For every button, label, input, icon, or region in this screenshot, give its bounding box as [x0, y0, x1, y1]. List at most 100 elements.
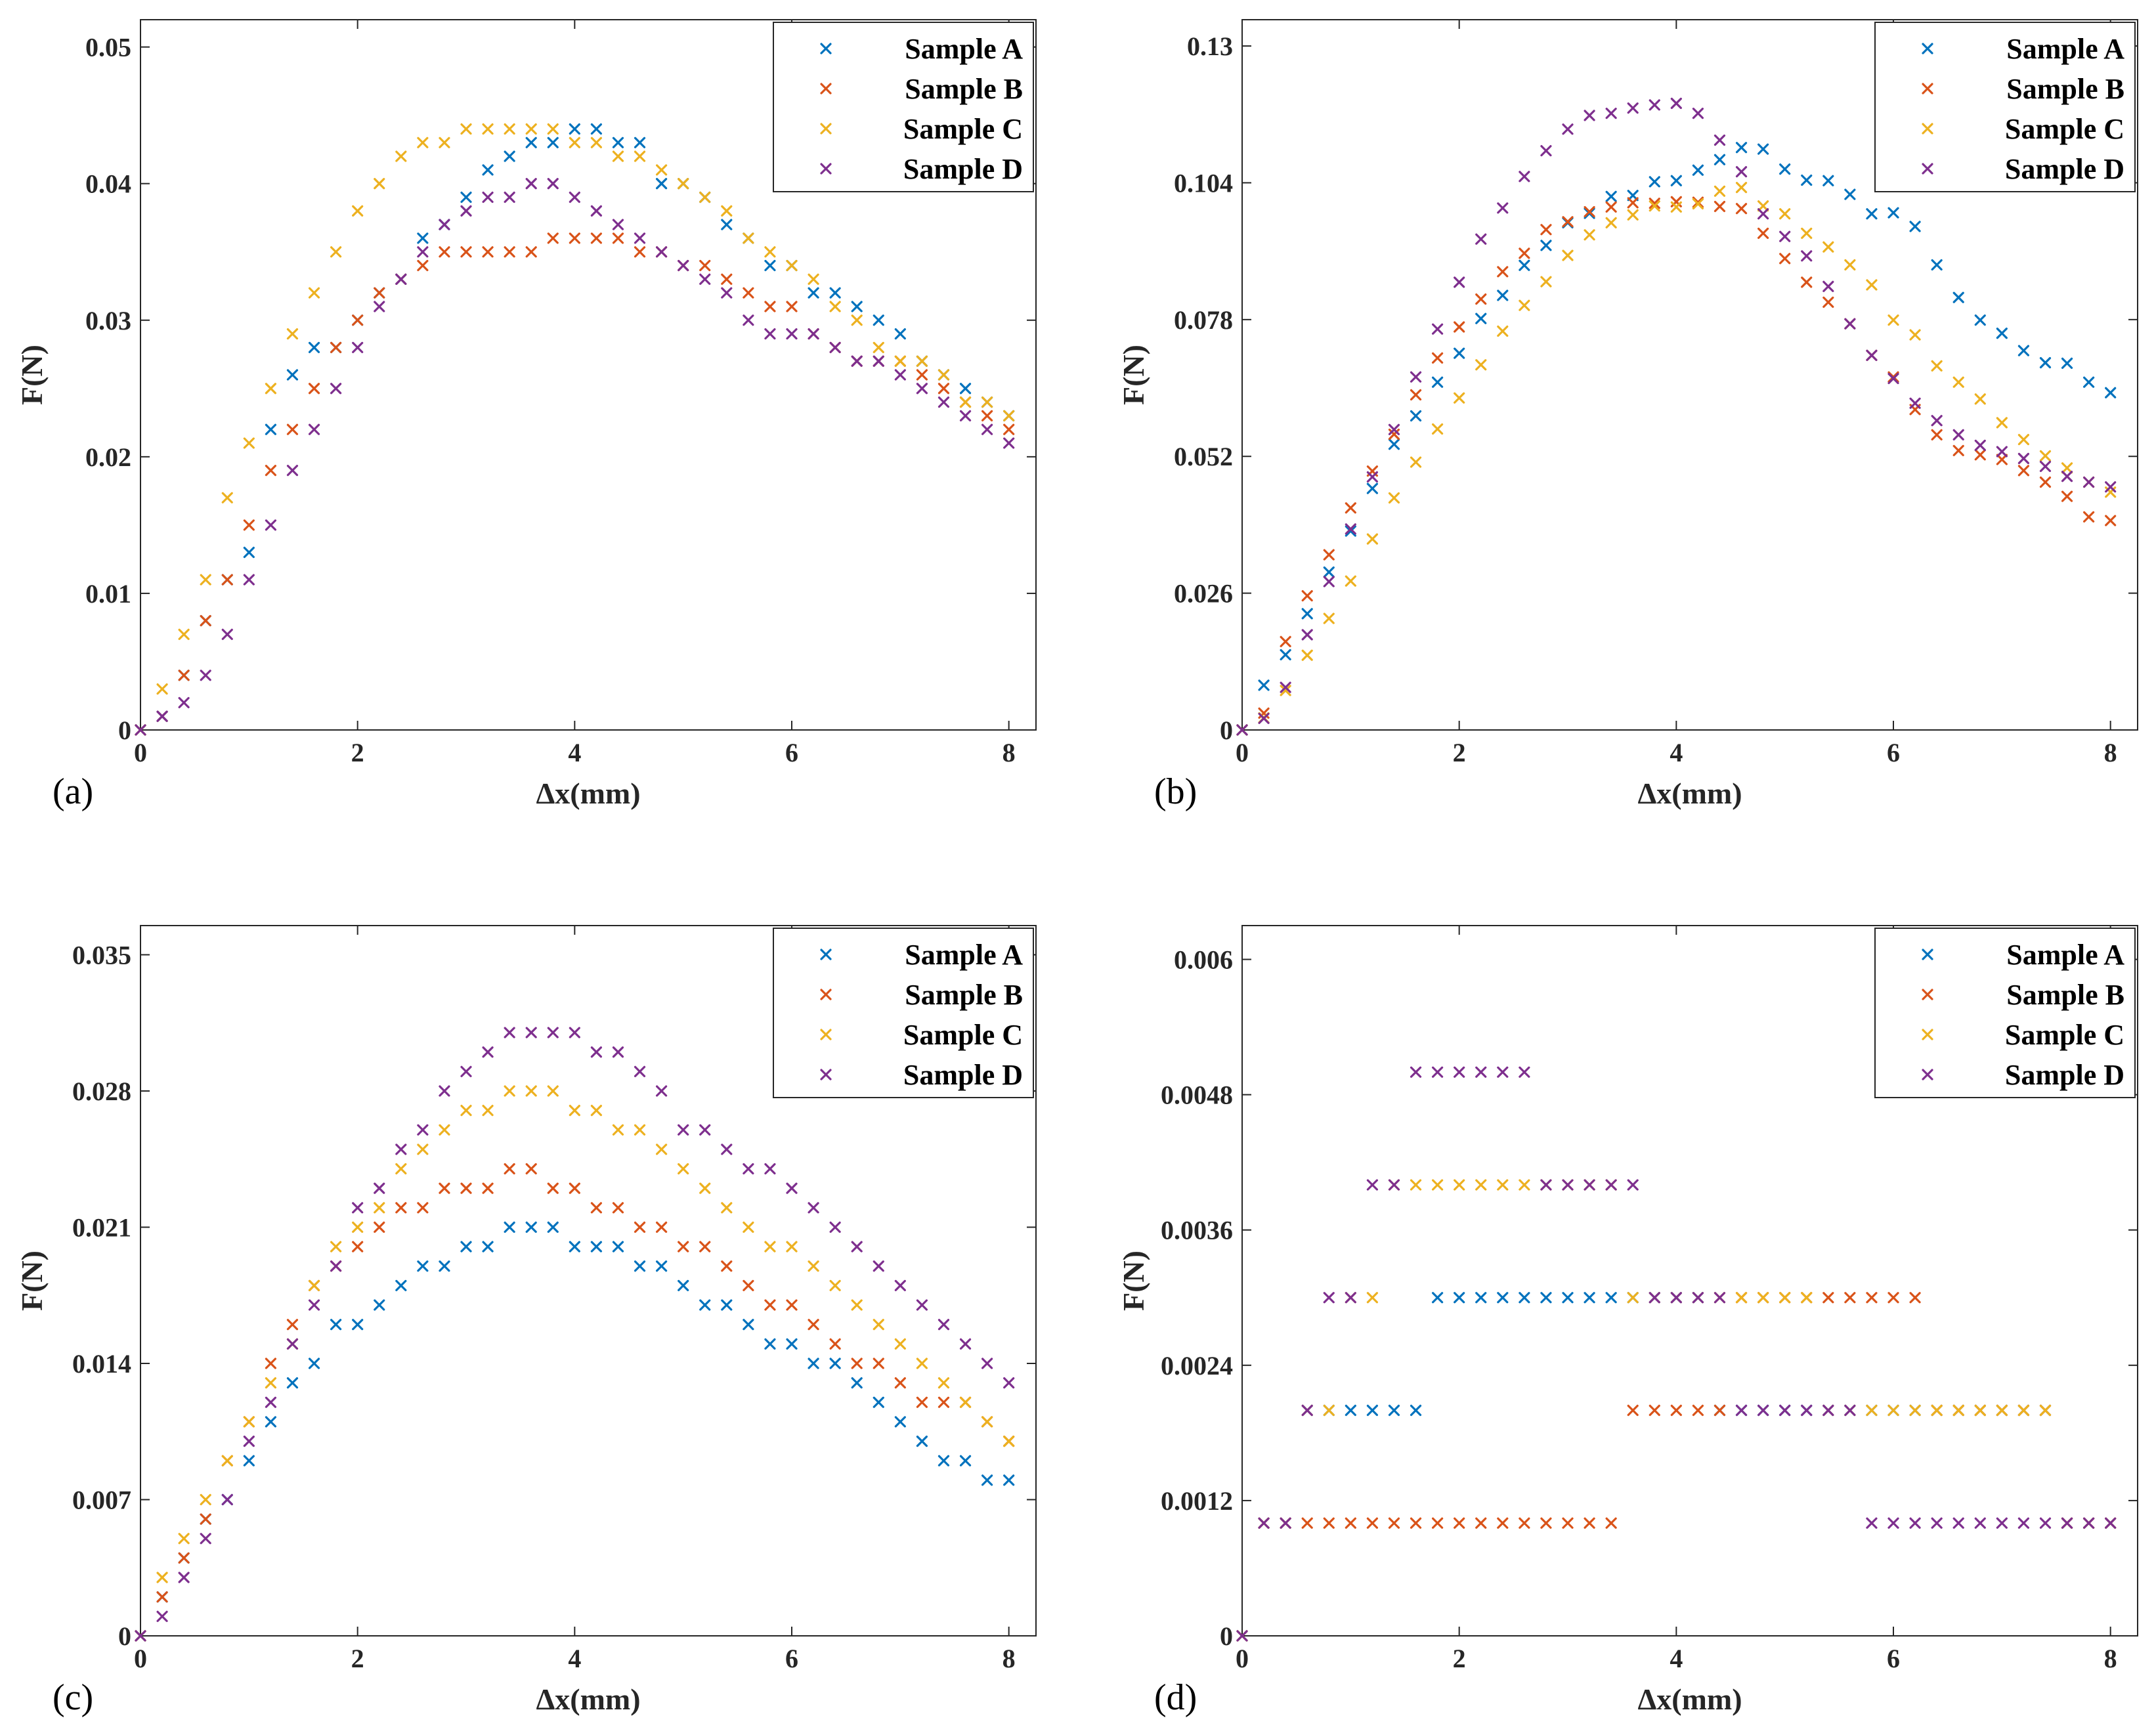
- data-point: [1345, 525, 1356, 537]
- data-point: [1714, 1404, 1726, 1417]
- data-point: [1822, 241, 1834, 253]
- data-point-stroke: [1627, 209, 1639, 221]
- data-point-stroke: [938, 1319, 950, 1331]
- data-point-stroke: [2017, 1517, 2029, 1529]
- data-point-stroke: [221, 628, 233, 640]
- data-point: [2105, 481, 2117, 493]
- data-point-stroke: [1540, 144, 1552, 157]
- x-axis-label: Δx(mm): [1637, 777, 1742, 810]
- data-point-stroke: [1779, 208, 1791, 220]
- data-point-stroke: [981, 1358, 993, 1369]
- data-point: [851, 301, 863, 312]
- data-point: [1627, 1292, 1639, 1304]
- data-point: [1584, 229, 1595, 241]
- data-point-stroke: [243, 1435, 255, 1447]
- data-point-stroke: [1454, 321, 1465, 333]
- data-point-stroke: [1410, 410, 1422, 422]
- data-point-stroke: [1670, 97, 1682, 110]
- data-point: [590, 1046, 603, 1058]
- data-point-stroke: [590, 1105, 603, 1117]
- legend-marker-stroke: [820, 949, 832, 960]
- data-point-stroke: [894, 1416, 906, 1428]
- axes-frame: [140, 19, 1037, 731]
- data-point-stroke: [352, 314, 364, 326]
- legend-marker: [1922, 123, 1933, 135]
- data-point-stroke: [1735, 203, 1748, 215]
- chart-panel-3: 0 2 4 6 8 0 0.007 0.014 0.021 0.028 0.035 Δx(mm) F(N…: [15, 925, 1037, 1718]
- data-point-stroke: [786, 328, 798, 340]
- data-point-stroke: [743, 1319, 754, 1331]
- data-point-stroke: [981, 423, 993, 435]
- data-point-stroke: [1822, 280, 1834, 292]
- data-point: [2061, 490, 2073, 502]
- data-point: [1757, 200, 1769, 212]
- legend-marker-stroke: [1922, 83, 1933, 95]
- data-point-stroke: [721, 205, 733, 217]
- data-point: [634, 1260, 646, 1272]
- data-point-stroke: [460, 123, 472, 135]
- series-sample-b: [1236, 196, 2117, 736]
- data-point: [721, 273, 733, 285]
- data-point-stroke: [1584, 205, 1595, 218]
- data-point-stroke: [2039, 1517, 2052, 1529]
- data-point-stroke: [460, 205, 472, 217]
- legend-box: [1874, 22, 2136, 192]
- data-point: [916, 1299, 928, 1311]
- data-point: [1475, 293, 1487, 305]
- data-point: [1735, 1292, 1748, 1304]
- data-point-stroke: [1714, 154, 1726, 165]
- data-point: [439, 219, 450, 230]
- data-point: [178, 670, 190, 681]
- data-point-stroke: [1323, 1404, 1335, 1417]
- data-point-stroke: [1952, 291, 1964, 303]
- data-point: [330, 1241, 342, 1252]
- data-point-stroke: [156, 683, 168, 695]
- data-point: [1779, 1292, 1791, 1304]
- data-point-stroke: [243, 1416, 255, 1428]
- legend-marker-stroke: [1922, 43, 1933, 54]
- data-point: [569, 1027, 580, 1038]
- x-tick-label: 2: [1453, 1644, 1466, 1673]
- data-point-stroke: [1996, 446, 2008, 458]
- data-point: [873, 1319, 884, 1331]
- data-point: [1605, 1292, 1617, 1304]
- data-point: [439, 246, 450, 258]
- data-point-stroke: [1714, 185, 1726, 197]
- data-point-stroke: [743, 1221, 754, 1233]
- data-point-stroke: [786, 1241, 798, 1252]
- data-point: [721, 1260, 733, 1272]
- data-point: [439, 1124, 450, 1136]
- y-tick-label: 0.0012: [1161, 1486, 1233, 1516]
- data-point: [352, 1202, 364, 1214]
- data-point: [786, 1241, 798, 1252]
- data-point: [352, 1319, 364, 1331]
- data-point: [1692, 196, 1704, 208]
- series-sample-c: [135, 1085, 1015, 1642]
- legend-label: Sample D: [903, 1059, 1023, 1091]
- data-point-stroke: [1540, 1179, 1552, 1191]
- data-point: [1757, 208, 1769, 220]
- y-tick-label: 0.035: [72, 940, 131, 970]
- data-point: [1301, 649, 1313, 661]
- data-point-stroke: [981, 1474, 993, 1486]
- data-point: [1735, 203, 1748, 215]
- data-point-stroke: [829, 301, 841, 312]
- x-tick-label: 2: [1453, 738, 1466, 767]
- data-point: [504, 123, 515, 135]
- data-point-stroke: [525, 1027, 537, 1038]
- axes-frame: [1241, 925, 2138, 1637]
- x-axis-label: Δx(mm): [536, 1682, 640, 1716]
- data-point: [1670, 201, 1682, 213]
- data-point-stroke: [395, 1163, 407, 1175]
- data-point-stroke: [178, 1572, 190, 1583]
- data-point-stroke: [2083, 476, 2095, 488]
- data-point-stroke: [1519, 247, 1530, 259]
- data-point-stroke: [678, 259, 689, 272]
- y-tick-label: 0.026: [1174, 579, 1233, 609]
- data-point: [634, 150, 646, 162]
- data-point-stroke: [851, 1299, 863, 1311]
- data-point: [547, 1085, 559, 1097]
- data-point-stroke: [1454, 1179, 1465, 1191]
- data-point: [156, 683, 168, 695]
